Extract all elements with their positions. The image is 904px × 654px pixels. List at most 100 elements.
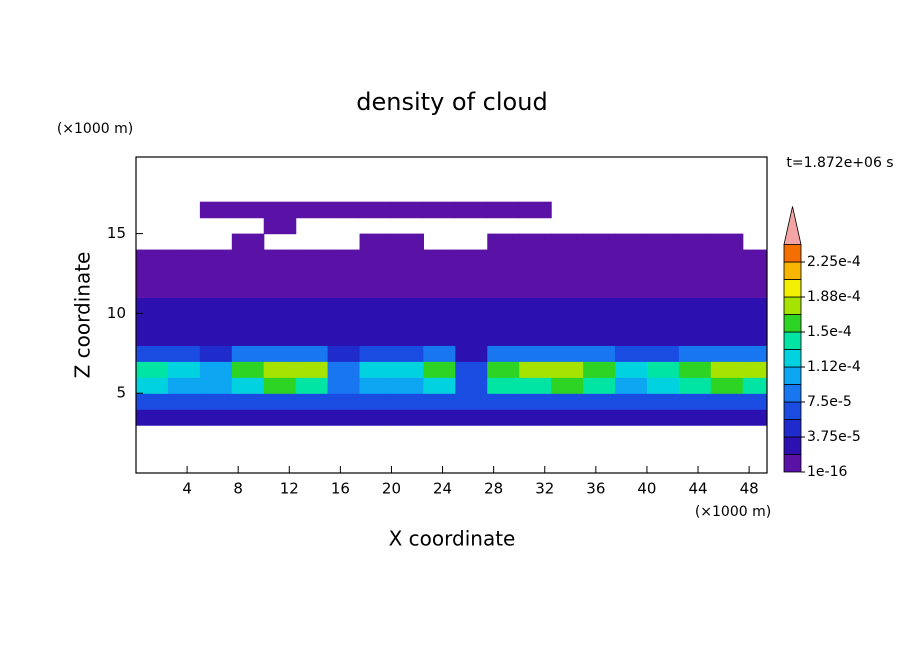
cell <box>455 393 488 410</box>
cell <box>710 377 744 394</box>
cell <box>678 297 712 315</box>
cell <box>583 361 616 378</box>
x-tick-label: 20 <box>382 480 401 498</box>
cell <box>391 313 424 330</box>
cell <box>327 281 361 299</box>
colorbar-tick-label: 1.5e-4 <box>807 324 852 340</box>
x-tick-label: 24 <box>433 480 452 498</box>
cell <box>136 409 169 426</box>
colorbar-extend <box>783 206 802 245</box>
colorbar-bin <box>783 384 802 403</box>
cell <box>327 249 361 267</box>
cell <box>678 329 712 346</box>
cell <box>263 217 297 235</box>
cell <box>678 249 712 267</box>
cell <box>678 393 712 410</box>
cell <box>391 393 424 410</box>
cell <box>136 361 169 378</box>
cell <box>710 329 744 346</box>
cell <box>710 249 744 267</box>
cell <box>231 377 265 394</box>
cell <box>487 313 520 330</box>
cell <box>167 313 201 330</box>
cell <box>455 297 488 315</box>
cell <box>231 409 265 426</box>
x-tick-label: 48 <box>740 480 759 498</box>
cell <box>263 409 297 426</box>
cell <box>646 281 680 299</box>
cell <box>391 361 424 378</box>
colorbar-tick-label: 2.25e-4 <box>807 254 861 270</box>
colorbar: 1e-16 3.75e-5 7.5e-5 1.12e-4 1.5e-4 1.88e-4 2.… <box>783 206 861 480</box>
cell <box>551 281 584 299</box>
cell <box>455 329 488 346</box>
cell <box>487 329 520 346</box>
cell <box>391 345 424 362</box>
cell <box>295 393 329 410</box>
colorbar-bin <box>783 349 802 368</box>
cell <box>359 409 393 426</box>
cell <box>263 393 297 410</box>
colorbar-tick-label: 1e-16 <box>807 464 847 480</box>
cell <box>455 281 488 299</box>
cell <box>231 297 265 315</box>
cell <box>263 201 297 219</box>
cell <box>455 361 488 378</box>
cell <box>519 281 552 299</box>
colorbar-bin <box>783 366 802 385</box>
cell <box>423 201 456 219</box>
cell <box>167 281 201 299</box>
cell <box>710 265 744 283</box>
cell <box>678 281 712 299</box>
cell <box>583 233 616 251</box>
cell <box>614 393 648 410</box>
cell <box>646 249 680 267</box>
cell <box>455 249 488 267</box>
cell <box>199 393 233 410</box>
cell <box>167 329 201 346</box>
cell <box>710 393 744 410</box>
cell <box>614 361 648 378</box>
cell <box>359 201 393 219</box>
cell <box>359 393 393 410</box>
cell <box>614 377 648 394</box>
cell <box>742 297 767 315</box>
cell <box>199 329 233 346</box>
cell <box>231 393 265 410</box>
cell <box>423 329 456 346</box>
cell <box>583 297 616 315</box>
cell <box>551 377 584 394</box>
colorbar-bin <box>783 314 802 333</box>
cell <box>551 313 584 330</box>
cell <box>710 233 744 251</box>
cell <box>231 265 265 283</box>
cell <box>423 297 456 315</box>
cell <box>614 313 648 330</box>
cell <box>136 249 169 267</box>
cell <box>295 377 329 394</box>
cell <box>487 265 520 283</box>
cell <box>327 377 361 394</box>
cell <box>167 345 201 362</box>
cell <box>742 313 767 330</box>
cell <box>423 393 456 410</box>
cell <box>742 393 767 410</box>
cell <box>519 297 552 315</box>
cell <box>614 345 648 362</box>
cell <box>295 409 329 426</box>
cell <box>710 409 744 426</box>
cell <box>742 377 767 394</box>
cell <box>295 265 329 283</box>
colorbar-tick-label: 7.5e-5 <box>807 394 852 410</box>
cell <box>199 201 233 219</box>
cell <box>583 377 616 394</box>
cell <box>167 265 201 283</box>
cell <box>742 409 767 426</box>
field <box>136 201 767 426</box>
cell <box>231 233 265 251</box>
cell <box>199 281 233 299</box>
cell <box>614 249 648 267</box>
cell <box>327 313 361 330</box>
cell <box>295 297 329 315</box>
